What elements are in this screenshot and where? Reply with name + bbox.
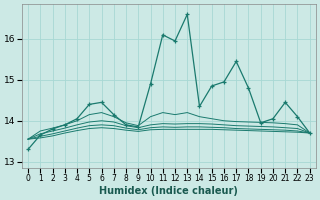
X-axis label: Humidex (Indice chaleur): Humidex (Indice chaleur) (100, 186, 238, 196)
